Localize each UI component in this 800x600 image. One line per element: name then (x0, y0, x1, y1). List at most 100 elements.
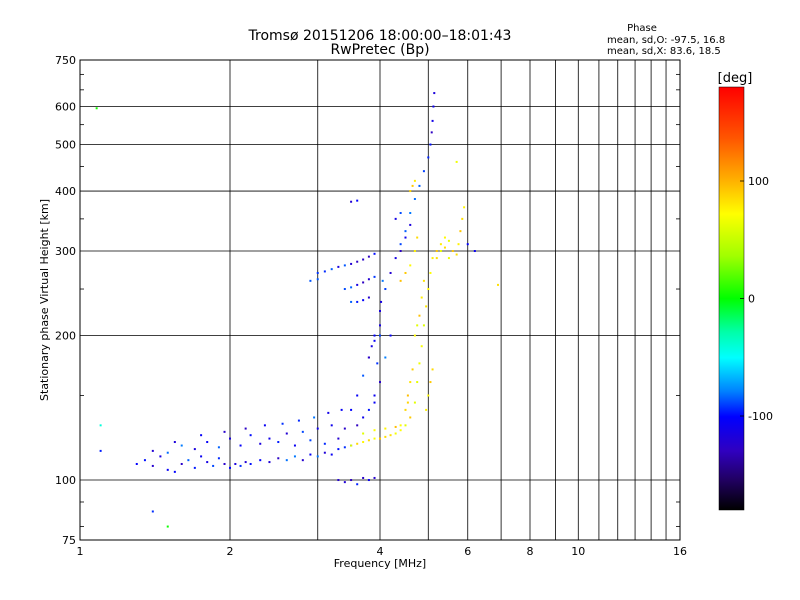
outlier-point (95, 107, 98, 110)
outlier-point (99, 424, 102, 427)
chart-title: Tromsø 20151206 18:00:00–18:01:43 (248, 28, 512, 44)
data-point (187, 459, 190, 462)
data-point (409, 223, 412, 226)
data-point (431, 119, 434, 122)
data-point (427, 288, 430, 291)
data-point (433, 92, 436, 95)
data-point (301, 459, 304, 462)
data-point (337, 265, 340, 268)
data-point (173, 441, 176, 444)
data-point (404, 424, 407, 427)
data-point (447, 257, 450, 260)
x-axis-label: Frequency [MHz] (334, 557, 426, 570)
data-point (463, 206, 466, 209)
data-point (373, 339, 376, 342)
data-point (327, 411, 330, 414)
data-point (356, 424, 359, 427)
data-point (330, 453, 333, 456)
data-point (301, 430, 304, 433)
data-point (367, 255, 370, 258)
data-point (151, 449, 154, 452)
data-point (435, 257, 438, 260)
x-axis-ticks: 1 2 4 6 8 10 16 (77, 545, 688, 558)
data-point (399, 243, 402, 246)
data-point (409, 416, 412, 419)
data-point (367, 296, 370, 299)
data-point (362, 416, 365, 419)
outlier-point (496, 283, 499, 286)
data-point (223, 430, 226, 433)
colorbar-gradient (718, 86, 745, 511)
data-point (249, 434, 252, 437)
data-point (399, 279, 402, 282)
data-point (431, 368, 434, 371)
data-point (180, 444, 183, 447)
data-point (362, 281, 365, 284)
data-point (411, 184, 414, 187)
data-point (413, 179, 416, 182)
data-point (229, 466, 231, 469)
data-point (206, 441, 209, 444)
data-point (343, 288, 346, 291)
colorbar-tick-label: 100 (748, 175, 769, 188)
data-point (429, 381, 432, 384)
y-tick-label: 200 (55, 330, 76, 343)
data-point (239, 464, 242, 467)
data-point (455, 253, 458, 256)
data-point (409, 381, 412, 384)
data-point (330, 268, 333, 271)
data-point (173, 470, 176, 473)
data-point (350, 286, 353, 289)
data-point (373, 476, 376, 479)
y-tick-label: 100 (55, 474, 76, 487)
data-point (367, 479, 370, 482)
data-point (435, 250, 438, 253)
data-point (373, 275, 376, 278)
data-point (367, 356, 370, 359)
data-point (343, 446, 346, 449)
data-point (362, 476, 365, 479)
data-point (159, 455, 162, 458)
data-point (443, 236, 446, 239)
data-point (212, 464, 215, 467)
data-point (379, 334, 381, 337)
x-tick-label: 4 (377, 545, 384, 558)
data-point (356, 283, 359, 286)
data-point (343, 264, 346, 267)
data-point (239, 444, 242, 447)
data-point (379, 309, 381, 312)
data-point (223, 462, 226, 465)
data-point (457, 243, 460, 246)
data-point (381, 279, 384, 282)
data-point (399, 212, 402, 215)
data-point (373, 334, 376, 337)
y-tick-label: 75 (62, 534, 76, 547)
data-point (200, 434, 203, 437)
data-point (367, 408, 370, 411)
data-point (362, 432, 365, 435)
data-point (350, 262, 353, 265)
data-point (427, 156, 430, 159)
data-point (356, 199, 359, 202)
data-point (217, 457, 220, 460)
data-point (268, 461, 271, 464)
outlier-point (151, 510, 154, 513)
grid-lines (80, 60, 680, 540)
data-point (399, 424, 402, 427)
data-point (406, 401, 409, 404)
data-point (404, 230, 407, 233)
data-point (337, 479, 340, 482)
data-point (422, 170, 425, 173)
data-point (316, 427, 319, 430)
data-point (404, 236, 407, 239)
plot-frame (79, 59, 681, 541)
data-point (379, 324, 381, 327)
data-point (234, 462, 237, 465)
y-tick-label: 600 (55, 101, 76, 114)
phase-line-x: mean, sd,X: 83.6, 18.5 (607, 46, 721, 57)
data-point (384, 356, 387, 359)
data-point (313, 416, 316, 419)
data-point (459, 230, 462, 233)
data-point (399, 250, 402, 253)
data-point (422, 324, 425, 327)
